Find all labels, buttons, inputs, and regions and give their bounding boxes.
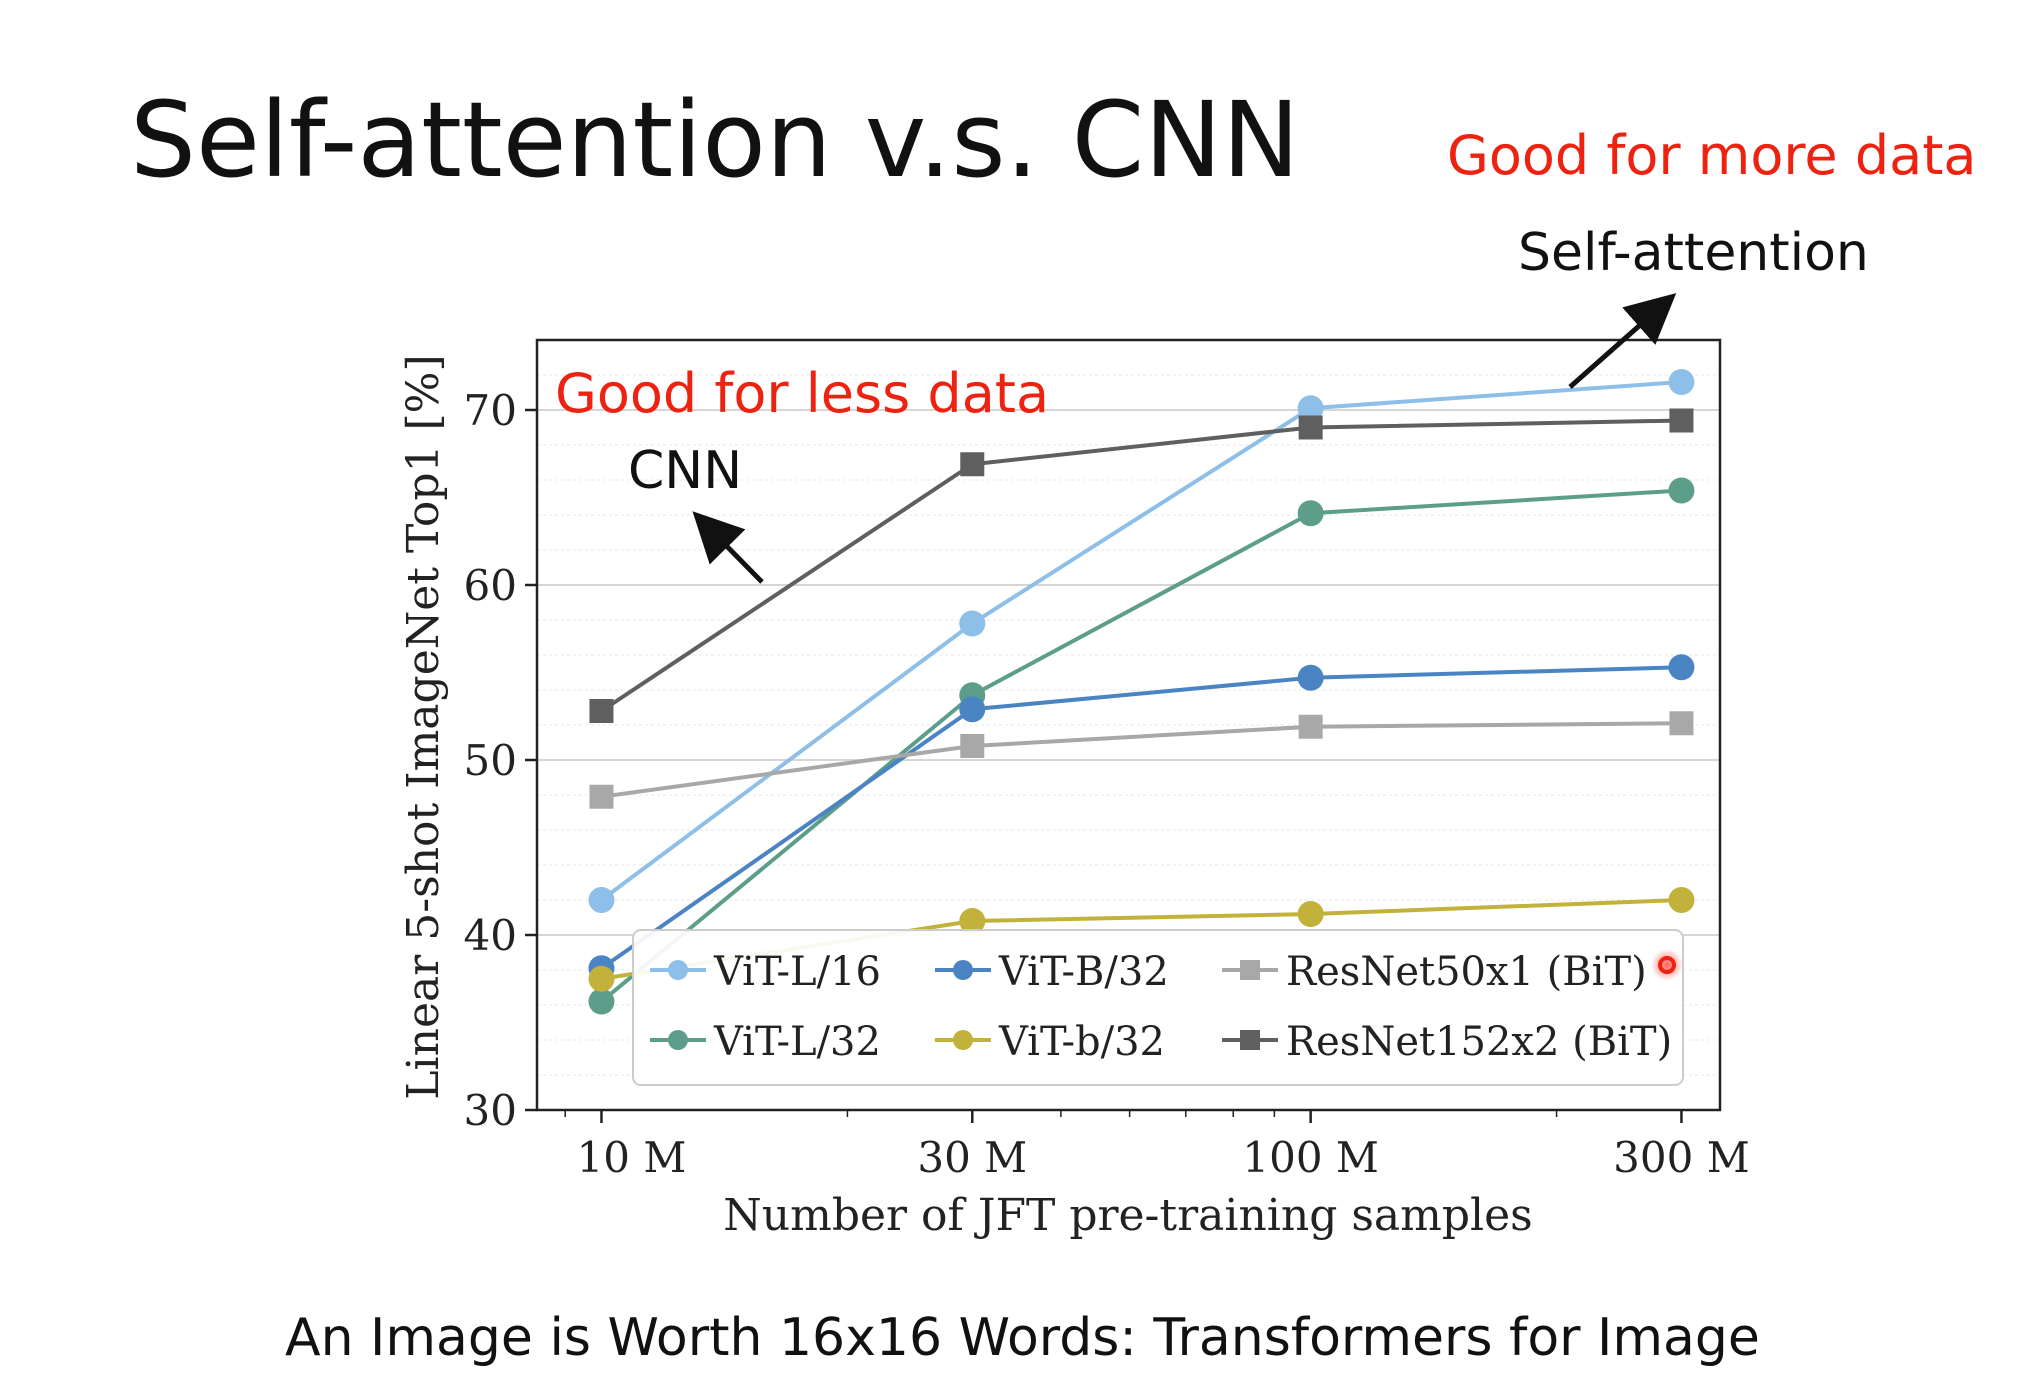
footer-caption: An Image is Worth 16x16 Words: Transform… [285,1308,1760,1368]
data-point-resnet50x1-bit [589,784,614,809]
legend-marker-vit-l-16 [668,960,688,980]
data-point-resnet50x1-bit [960,734,985,758]
series-lines [588,369,1695,1015]
data-point-vit-b-32 [959,908,986,934]
data-point-vit-l-32 [1297,500,1324,527]
data-point-vit-b-32 [1668,887,1695,913]
legend-label-vit-b-32: ViT-b/32 [998,1019,1165,1065]
data-point-vit-l-16 [1297,395,1324,422]
legend-marker-resnet152x2-bit [1240,1030,1260,1050]
legend-label-vit-l-16: ViT-L/16 [713,949,881,995]
slide-title: Self-attention v.s. CNN [130,79,1300,201]
data-point-vit-l-32 [588,988,615,1015]
data-point-vit-b-32 [1668,654,1695,681]
y-tick-label: 30 [464,1086,517,1135]
data-point-resnet152x2-bit [1298,415,1323,440]
annotations: Good for more data Self-attention Good f… [555,124,1976,981]
data-point-vit-b-32 [959,696,986,723]
self-attention-label: Self-attention [1518,223,1869,283]
data-point-vit-b-32 [1297,901,1324,927]
y-tick-label: 50 [464,736,517,785]
cnn-label: CNN [628,441,742,501]
y-axis-label: Linear 5-shot ImageNet Top1 [%] [398,354,449,1099]
data-point-vit-l-16 [959,610,986,637]
legend-marker-vit-b-32 [953,1030,973,1050]
data-point-vit-l-16 [1668,369,1695,395]
legend-label-vit-l-32: ViT-L/32 [713,1019,881,1065]
y-tick-label: 70 [464,386,517,435]
series-line-vit-l-32 [600,488,1682,1004]
series-line-resnet152x2-bit [600,418,1682,713]
legend-label-vit-b-32: ViT-B/32 [998,949,1169,995]
legend-marker-vit-b-32 [953,960,973,980]
legend-label-resnet50x1-bit: ResNet50x1 (BiT) [1286,949,1647,995]
data-point-resnet152x2-bit [1669,408,1694,433]
x-tick-label: 30 M [917,1133,1027,1182]
x-tick-label: 100 M [1242,1133,1379,1182]
x-axis-label: Number of JFT pre-training samples [723,1190,1532,1241]
good-for-less-data-label: Good for less data [555,362,1049,425]
legend-marker-vit-l-32 [668,1030,688,1050]
legend-box [632,929,1684,1086]
data-point-vit-l-32 [1668,477,1695,504]
x-tick-label: 300 M [1613,1133,1750,1182]
data-point-resnet50x1-bit [1669,711,1694,736]
self-attention-arrow [1568,293,1677,389]
data-point-vit-l-16 [588,887,615,913]
legend-label-resnet152x2-bit: ResNet152x2 (BiT) [1286,1019,1672,1065]
legend-marker-resnet50x1-bit [1240,960,1260,980]
legend: ViT-L/16 ViT-B/32 ResNet50x1 (BiT) ViT-L/32… [632,929,1684,1086]
series-line-resnet50x1-bit [601,721,1682,799]
cursor-highlight-glow [1651,949,1683,981]
y-tick-label: 60 [464,561,517,610]
data-point-resnet50x1-bit [1298,714,1323,739]
data-point-vit-b-32 [588,965,615,992]
plot-frame [535,338,1722,1112]
data-point-resnet152x2-bit [589,699,614,723]
x-axis-ticks: 10 M 30 M 100 M 300 M [564,1110,1750,1182]
good-for-more-data-label: Good for more data [1447,124,1976,187]
y-tick-label: 40 [464,911,517,960]
cursor-highlight-ring [1658,956,1676,974]
y-axis-ticks: 30 40 50 60 70 [464,386,537,1135]
series-line-vit-b-32 [600,665,1682,970]
cnn-arrow [692,511,764,584]
data-point-vit-b-32 [1297,664,1324,691]
x-tick-label: 10 M [577,1133,687,1182]
data-point-resnet152x2-bit [960,452,985,477]
series-line-vit-l-16 [600,380,1682,902]
